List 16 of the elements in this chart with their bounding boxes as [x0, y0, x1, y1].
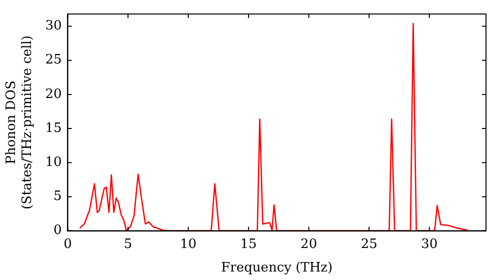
x-tick-label: 10	[180, 236, 197, 252]
y-axis-title: Phonon DOS (States/THz·primitive cell)	[4, 35, 35, 210]
y-tick-label: 30	[45, 18, 62, 34]
y-tick-label: 25	[45, 52, 62, 68]
y-tick-label: 20	[45, 86, 62, 102]
x-tick-label: 25	[360, 236, 378, 252]
x-tick-label: 20	[300, 236, 318, 252]
y-tick-label: 5	[53, 189, 62, 204]
x-axis-title: Frequency (THz)	[221, 260, 333, 276]
y-tick-label: 0	[53, 223, 62, 238]
x-tick-label: 5	[124, 236, 132, 252]
x-tick-label: 30	[421, 236, 438, 252]
x-tick-label: 15	[240, 236, 257, 252]
y-tick-label: 10	[45, 155, 62, 170]
x-tick-label: 0	[64, 236, 72, 252]
y-tick-label: 15	[45, 120, 62, 136]
